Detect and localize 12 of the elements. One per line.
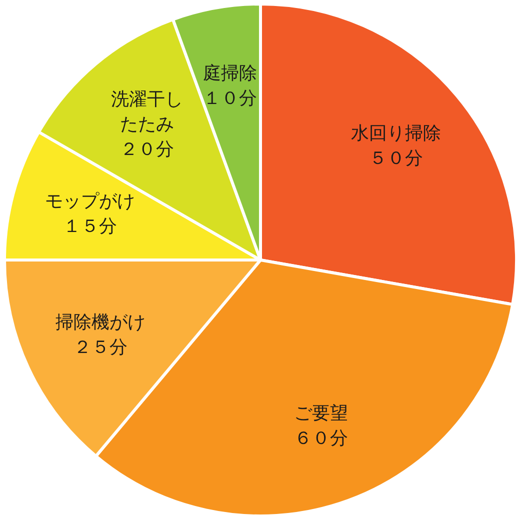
data-label: １５分: [62, 215, 118, 240]
slice-label: 庭掃除: [202, 62, 257, 86]
data-label: ５０分: [368, 147, 424, 172]
slice-label: モップがけ: [44, 190, 135, 214]
slice-label: 掃除機がけ: [55, 310, 146, 335]
data-label: ２０分: [118, 138, 175, 162]
slice-label: ご要望: [294, 402, 348, 426]
slice-label: 水回り掃除: [350, 122, 441, 146]
slice-label: 洗濯干したたみ: [110, 88, 184, 138]
data-label: ６０分: [294, 426, 348, 451]
data-label: １０分: [202, 87, 257, 112]
data-label: ２５分: [72, 336, 128, 360]
